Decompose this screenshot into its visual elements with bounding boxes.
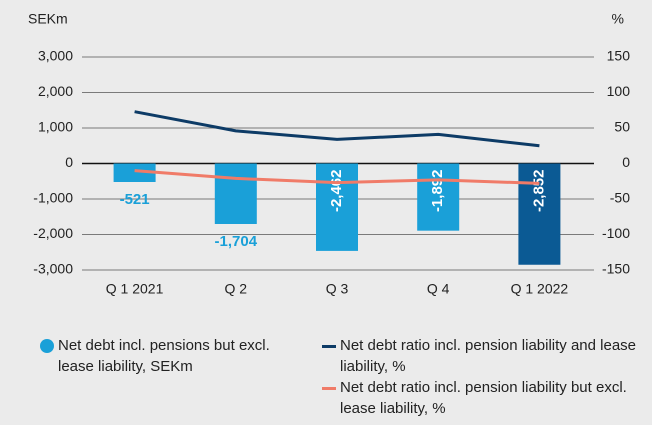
bar [518,163,561,265]
bar [113,163,156,182]
legend-label: Net debt ratio incl. pension liability a… [340,337,637,375]
x-tick-label: Q 1 2022 [511,281,569,297]
y-axis-label: SEKm [28,11,68,27]
bar [417,163,460,231]
bar [214,163,257,224]
y-tick-label: 0 [65,154,73,170]
y2-axis-label: % [612,11,624,27]
y-tick-label: -3,000 [33,261,73,277]
x-tick-label: Q 3 [326,281,349,297]
legend-label: Net debt ratio incl. pension liability b… [340,379,627,417]
y-tick-label: 2,000 [38,83,73,99]
line [134,169,540,185]
data-label: -1,704 [215,233,258,250]
data-label: -2,462 [328,170,345,213]
y-tick-label: 1,000 [38,119,73,135]
legend-swatch [40,339,54,353]
y2-tick-label: -150 [602,261,630,277]
y2-tick-label: 150 [607,48,631,64]
legend-swatch [322,345,336,348]
y-tick-label: -2,000 [33,225,73,241]
data-label: -1,892 [429,170,446,213]
y2-tick-label: -100 [602,225,630,241]
data-label: -521 [120,191,150,208]
plot: SEKm % 3,000 2,000 1,000 0 -1,000 -2,000 -3,00… [28,11,631,297]
bar [316,163,358,251]
legend-swatch [322,387,336,390]
y2-tick-label: 50 [614,119,630,135]
x-tick-label: Q 4 [427,281,450,297]
data-label: -2,852 [530,170,547,213]
line [134,110,540,148]
y2-tick-label: 100 [607,83,631,99]
y2-tick-label: 0 [622,154,630,170]
y-tick-label: -1,000 [33,190,73,206]
x-tick-label: Q 1 2021 [106,281,164,297]
legend-label: Net debt incl. pensions but excl. lease … [58,337,270,375]
x-tick-label: Q 2 [225,281,248,297]
y-tick-label: 3,000 [38,48,73,64]
y2-tick-label: -50 [610,190,630,206]
